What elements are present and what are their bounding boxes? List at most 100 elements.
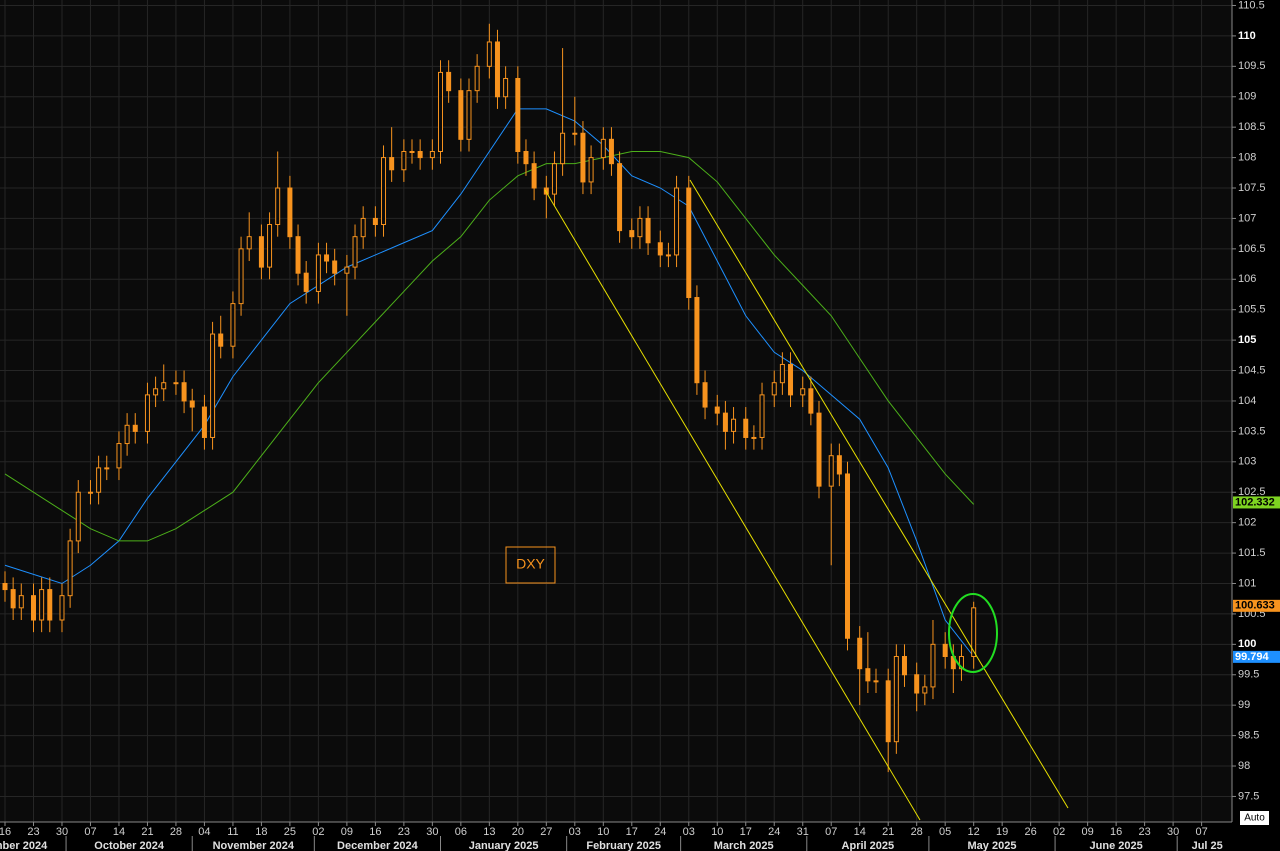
y-tick-label: 108.5: [1238, 121, 1266, 133]
x-tick-label: 09: [1082, 826, 1094, 838]
y-tick-label: 101.5: [1238, 547, 1266, 559]
x-tick-label: 10: [597, 826, 609, 838]
candle-body: [389, 157, 395, 171]
month-label: February 2025: [586, 840, 661, 851]
candle-body: [10, 589, 16, 609]
candle-body: [759, 394, 765, 438]
highlight-ellipse: [948, 593, 998, 673]
y-tick-label: 102: [1238, 517, 1256, 529]
y-tick-label: 103: [1238, 456, 1256, 468]
annotation: DXY: [516, 556, 545, 572]
candle-body: [47, 589, 53, 621]
y-tick-label: 102.5: [1238, 486, 1266, 498]
candle-body: [600, 138, 606, 159]
month-label: September 2024: [0, 840, 48, 851]
x-tick-label: 07: [825, 826, 837, 838]
candle-body: [580, 132, 586, 183]
x-tick-label: 23: [27, 826, 39, 838]
candle-body: [372, 217, 378, 226]
candle-body: [551, 163, 557, 195]
x-tick-label: 03: [569, 826, 581, 838]
auto-button-label[interactable]: Auto: [1244, 813, 1265, 824]
annotation-box: [505, 546, 556, 584]
candle-body: [674, 187, 680, 256]
candle-body: [503, 77, 509, 98]
candle-body: [352, 236, 358, 268]
candle-body: [116, 443, 122, 469]
x-tick-label: 30: [426, 826, 438, 838]
candle-body: [315, 254, 321, 292]
candle-body: [494, 41, 500, 98]
candle-body: [808, 388, 814, 414]
x-tick-label: 31: [797, 826, 809, 838]
moving-average: [4, 108, 975, 657]
candle-body: [332, 260, 338, 274]
candle-body: [417, 151, 423, 159]
candle-body: [751, 436, 757, 439]
candle-body: [531, 163, 537, 189]
y-tick-label: 104.5: [1238, 364, 1266, 376]
last-value-tag: [1233, 599, 1280, 612]
candle-body: [743, 418, 749, 438]
y-tick-label: 104: [1238, 395, 1256, 407]
y-tick-label: 99.5: [1238, 669, 1259, 681]
candle-body: [246, 236, 252, 250]
month-label: October 2024: [94, 840, 165, 851]
x-tick-label: 06: [455, 826, 467, 838]
candle-body: [971, 607, 977, 658]
month-label: December 2024: [337, 840, 419, 851]
x-tick-label: 07: [1195, 826, 1207, 838]
candle-body: [486, 41, 492, 67]
candle-body: [59, 595, 65, 621]
candle-body: [30, 595, 36, 621]
x-tick-label: 14: [854, 826, 866, 838]
x-tick-label: 13: [483, 826, 495, 838]
candle-body: [144, 394, 150, 432]
x-tick-label: 21: [141, 826, 153, 838]
candle-body: [731, 418, 737, 432]
x-tick-label: 16: [1110, 826, 1122, 838]
candle-body: [238, 248, 244, 305]
auto-button[interactable]: [1240, 811, 1269, 825]
candle-body: [18, 595, 24, 609]
candle-body: [381, 157, 387, 226]
candle-body: [893, 656, 899, 743]
candle-body: [694, 297, 700, 384]
y-tick-label: 99: [1238, 699, 1250, 711]
y-tick-label: 108: [1238, 151, 1256, 163]
month-label: May 2025: [968, 840, 1017, 851]
y-tick-label: 100: [1238, 638, 1256, 650]
x-tick-label: 04: [198, 826, 210, 838]
candle-body: [714, 406, 720, 414]
candle-body: [474, 65, 480, 92]
x-tick-label: 14: [113, 826, 125, 838]
candle-body: [303, 272, 309, 292]
x-tick-label: 09: [341, 826, 353, 838]
candle-body: [210, 333, 216, 438]
x-tick-label: 12: [968, 826, 980, 838]
x-tick-label: 17: [740, 826, 752, 838]
x-tick-label: 23: [398, 826, 410, 838]
candle-body: [543, 187, 549, 195]
candle-body: [401, 151, 407, 171]
candle-body: [800, 388, 806, 396]
y-tick-label: 110: [1238, 30, 1256, 42]
candle-body: [617, 163, 623, 232]
candle-body: [189, 400, 195, 408]
last-value-label: 99.794: [1235, 651, 1270, 663]
y-tick-label: 101: [1238, 577, 1256, 589]
candle-body: [572, 132, 578, 135]
y-tick-label: 109.5: [1238, 60, 1266, 72]
candle-body: [287, 187, 293, 238]
candle-body: [124, 424, 130, 445]
x-tick-label: 10: [711, 826, 723, 838]
candle-body: [437, 71, 443, 153]
last-value-tag: [1233, 496, 1280, 509]
candle-body: [665, 254, 671, 257]
x-tick-label: 27: [540, 826, 552, 838]
candle-body: [779, 363, 785, 384]
candle-body: [885, 680, 891, 743]
x-tick-label: 02: [312, 826, 324, 838]
candle-body: [360, 217, 366, 238]
